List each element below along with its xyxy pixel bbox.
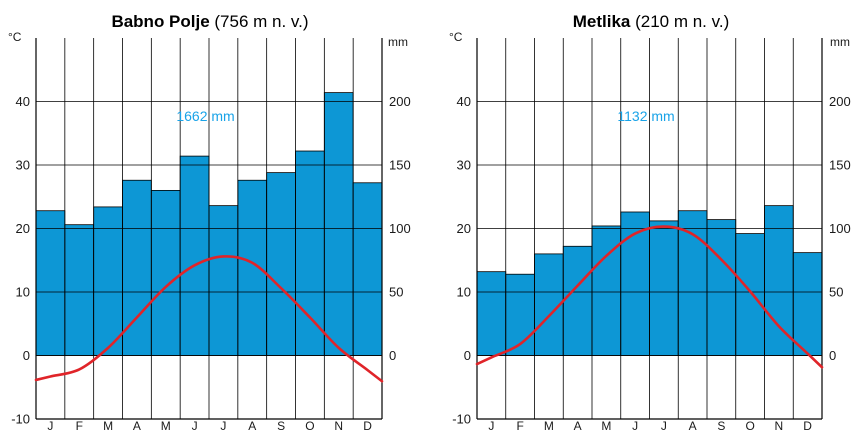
right-axis-tick-label: 50: [389, 285, 403, 300]
precipitation-bar: [476, 271, 507, 356]
right-axis-tick-label: 200: [829, 94, 851, 109]
month-label: M: [161, 419, 171, 432]
month-label: J: [220, 419, 226, 432]
month-label: D: [803, 419, 812, 432]
precipitation-bar: [352, 182, 383, 356]
precipitation-bar: [562, 245, 593, 356]
left-axis-tick-label: 0: [464, 348, 471, 363]
chart-babno-polje: -10 0 10 20 30 40 0 50 100 150 200 °C mm J F M A M J J A S O N D…: [8, 12, 411, 432]
month-label: A: [133, 419, 141, 432]
left-axis-tick-label: 30: [16, 158, 30, 173]
chart-metlika: -10 0 10 20 30 40 0 50 100 150 200 °C mm J F M A M J J A S O N D…: [449, 12, 851, 432]
left-axis-tick-label: -10: [11, 412, 30, 427]
month-label: M: [544, 419, 554, 432]
month-label: M: [103, 419, 113, 432]
month-label: A: [248, 419, 256, 432]
month-label: J: [632, 419, 638, 432]
month-label: N: [775, 419, 784, 432]
left-axis-tick-label: 30: [457, 158, 471, 173]
month-label: M: [601, 419, 611, 432]
month-label: D: [363, 419, 372, 432]
right-axis-tick-label: 100: [829, 221, 851, 236]
chart-title-elevation: (210 m n. v.): [630, 12, 729, 31]
left-axis-unit: °C: [8, 30, 22, 44]
right-axis-tick-label: 0: [389, 348, 396, 363]
month-label: N: [334, 419, 343, 432]
month-label: J: [661, 419, 667, 432]
precipitation-bar: [179, 155, 210, 356]
precipitation-bar: [323, 92, 354, 356]
precipitation-bar: [505, 273, 535, 356]
precipitation-bar: [706, 219, 737, 356]
left-axis-tick-label: 40: [457, 94, 471, 109]
month-label: J: [192, 419, 198, 432]
precipitation-bar: [64, 224, 95, 356]
right-axis-tick-label: 150: [389, 158, 411, 173]
chart-title-name: Babno Polje: [111, 12, 209, 31]
left-axis-tick-label: 0: [23, 348, 30, 363]
chart-title: Metlika (210 m n. v.): [573, 12, 730, 31]
precipitation-bar: [620, 211, 650, 356]
left-axis-tick-label: 10: [457, 285, 471, 300]
month-label: O: [305, 419, 314, 432]
precipitation-bar: [735, 233, 765, 356]
month-label: S: [277, 419, 285, 432]
precipitation-bar: [237, 179, 268, 356]
month-label: J: [47, 419, 53, 432]
right-axis-tick-label: 0: [829, 348, 836, 363]
left-axis-tick-label: 20: [457, 221, 471, 236]
month-label: A: [689, 419, 697, 432]
precipitation-bar: [35, 210, 66, 356]
left-axis-tick-label: 40: [16, 94, 30, 109]
precipitation-bar: [295, 150, 325, 356]
precipitation-bar: [93, 206, 123, 356]
precipitation-bar: [792, 252, 823, 356]
chart-title: Babno Polje (756 m n. v.): [111, 12, 308, 31]
month-label: J: [488, 419, 494, 432]
right-axis-unit: mm: [830, 35, 850, 49]
grid: [35, 38, 383, 420]
chart-title-elevation: (756 m n. v.): [210, 12, 309, 31]
month-label: F: [76, 419, 83, 432]
precipitation-bar: [150, 189, 181, 356]
total-precipitation-label: 1662 mm: [176, 108, 234, 124]
left-axis-tick-label: 10: [16, 285, 30, 300]
temperature-line: [34, 255, 384, 383]
right-axis-tick-label: 100: [389, 221, 411, 236]
left-axis-unit: °C: [449, 30, 463, 44]
left-axis-tick-label: 20: [16, 221, 30, 236]
temperature-line: [475, 225, 824, 369]
precipitation-bar: [649, 220, 679, 356]
precipitation-bar: [266, 172, 296, 356]
right-axis-tick-label: 50: [829, 285, 843, 300]
right-axis-unit: mm: [388, 35, 408, 49]
right-axis-tick-label: 150: [829, 158, 851, 173]
precipitation-bar: [677, 210, 708, 356]
left-axis-tick-label: -10: [452, 412, 471, 427]
month-label: O: [745, 419, 754, 432]
right-axis-tick-label: 200: [389, 94, 411, 109]
month-label: S: [717, 419, 725, 432]
month-label: A: [574, 419, 582, 432]
month-label: F: [516, 419, 523, 432]
chart-title-name: Metlika: [573, 12, 631, 31]
total-precipitation-label: 1132 mm: [617, 108, 674, 124]
